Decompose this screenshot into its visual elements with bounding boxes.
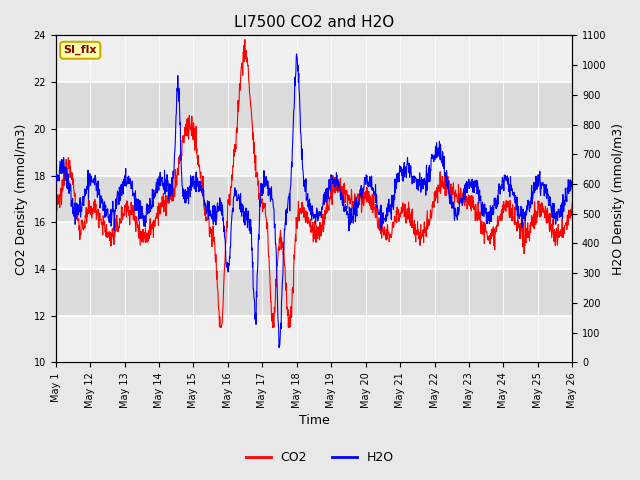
Bar bbox=[56, 222, 572, 269]
Bar bbox=[56, 176, 572, 222]
Title: LI7500 CO2 and H2O: LI7500 CO2 and H2O bbox=[234, 15, 394, 30]
Bar bbox=[56, 82, 572, 129]
Bar bbox=[56, 316, 572, 362]
Y-axis label: CO2 Density (mmol/m3): CO2 Density (mmol/m3) bbox=[15, 123, 28, 275]
Bar bbox=[56, 129, 572, 176]
Bar bbox=[56, 36, 572, 82]
Y-axis label: H2O Density (mmol/m3): H2O Density (mmol/m3) bbox=[612, 123, 625, 275]
Legend: CO2, H2O: CO2, H2O bbox=[241, 446, 399, 469]
Text: SI_flx: SI_flx bbox=[63, 45, 97, 55]
X-axis label: Time: Time bbox=[299, 414, 330, 427]
Bar bbox=[56, 269, 572, 316]
